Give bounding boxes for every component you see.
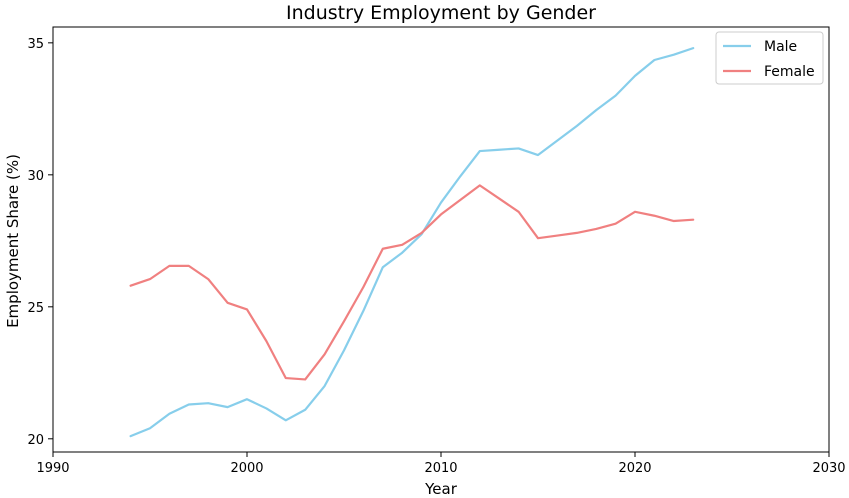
y-axis: 20 25 30 35: [27, 37, 53, 448]
series-line-male: [129, 47, 695, 438]
x-tick-label: 2000: [230, 461, 263, 476]
legend: Male Female: [715, 31, 824, 85]
y-tick-label: 30: [27, 169, 44, 184]
y-tick-label: 35: [27, 37, 44, 52]
legend-label-female: Female: [764, 64, 815, 80]
x-tick-label: 1990: [36, 461, 69, 476]
legend-label-male: Male: [764, 39, 797, 55]
y-axis-label: Employment Share (%): [4, 154, 22, 328]
x-axis: 1990 2000 2010 2020 2030: [36, 452, 846, 476]
x-tick-label: 2010: [424, 461, 457, 476]
series-line-female: [129, 184, 695, 381]
x-tick-label: 2030: [812, 461, 845, 476]
x-tick-label: 2020: [618, 461, 651, 476]
plot-frame: [52, 26, 830, 453]
y-tick-label: 25: [27, 301, 44, 316]
chart-title: Industry Employment by Gender: [286, 2, 596, 24]
plot-lines: [129, 47, 695, 438]
y-tick-label: 20: [27, 433, 44, 448]
x-axis-label: Year: [424, 480, 458, 498]
